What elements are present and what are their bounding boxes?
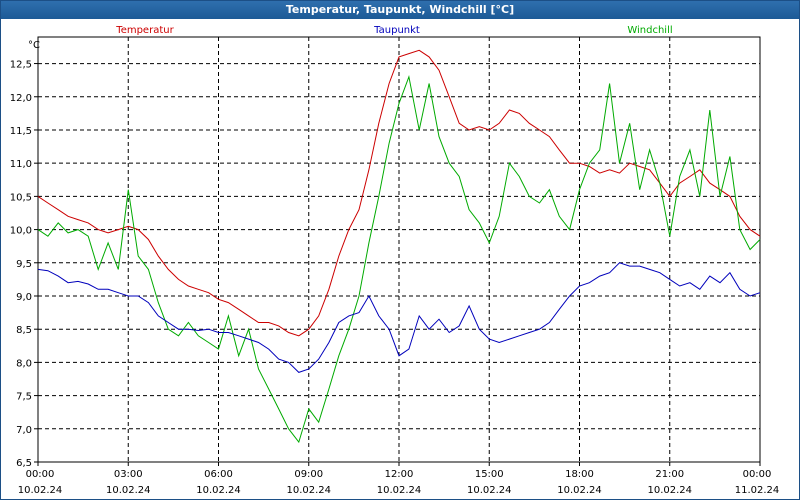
y-tick-label: 7,5: [16, 392, 32, 403]
y-tick-label: 10,0: [10, 226, 32, 237]
x-tick-date-label: 10.02.24: [557, 485, 602, 496]
x-tick-time-label: 18:00: [565, 469, 594, 480]
y-tick-label: 7,0: [16, 425, 32, 436]
x-tick-time-label: 09:00: [294, 469, 323, 480]
y-axis-unit-label: °C: [28, 40, 40, 51]
series-line-temperatur: [37, 49, 761, 337]
y-tick-label: 8,0: [16, 358, 32, 369]
x-tick-time-label: 00:00: [26, 469, 55, 480]
legend: Temperatur Taupunkt Windchill: [115, 25, 672, 36]
x-tick-date-label: 11.02.24: [735, 485, 780, 496]
y-tick-label: 12,5: [10, 60, 32, 71]
y-axis-ticks: 6,5 7,0 7,5 8,0 8,5 9,0 9,5 10,0 10,5 11,0 11,5 12,…: [10, 60, 38, 469]
window-title: Temperatur, Taupunkt, Windchill [°C]: [1, 1, 799, 19]
x-tick-date-label: 10.02.24: [196, 485, 241, 496]
y-tick-label: 12,0: [10, 93, 32, 104]
series-line-taupunkt: [37, 262, 761, 373]
y-tick-label: 9,5: [16, 259, 32, 270]
grid-lines: [38, 37, 760, 462]
y-tick-label: 6,5: [16, 458, 32, 469]
x-tick-date-label: 10.02.24: [647, 485, 692, 496]
x-tick-time-label: 00:00: [743, 469, 772, 480]
x-tick-date-label: 10.02.24: [18, 485, 63, 496]
y-tick-label: 9,0: [16, 292, 32, 303]
x-tick-time-label: 21:00: [655, 469, 684, 480]
legend-item-temperatur: Temperatur: [115, 25, 174, 36]
x-tick-time-label: 15:00: [475, 469, 504, 480]
series-line-windchill: [37, 74, 761, 444]
y-tick-label: 11,5: [10, 126, 32, 137]
x-tick-time-label: 06:00: [204, 469, 233, 480]
legend-item-taupunkt: Taupunkt: [373, 25, 420, 36]
x-tick-date-label: 10.02.24: [106, 485, 151, 496]
x-tick-date-label: 10.02.24: [377, 485, 422, 496]
x-tick-time-label: 03:00: [114, 469, 143, 480]
y-tick-label: 10,5: [10, 192, 32, 203]
x-tick-date-label: 10.02.24: [286, 485, 331, 496]
x-axis-ticks: 00:00 10.02.24 03:00 10.02.24 06:00 10.02.24 0…: [18, 462, 780, 496]
x-tick-time-label: 12:00: [385, 469, 414, 480]
series-lines: [37, 49, 761, 444]
y-tick-label: 8,5: [16, 325, 32, 336]
x-tick-date-label: 10.02.24: [467, 485, 512, 496]
y-tick-label: 11,0: [10, 159, 32, 170]
legend-item-windchill: Windchill: [627, 25, 672, 36]
